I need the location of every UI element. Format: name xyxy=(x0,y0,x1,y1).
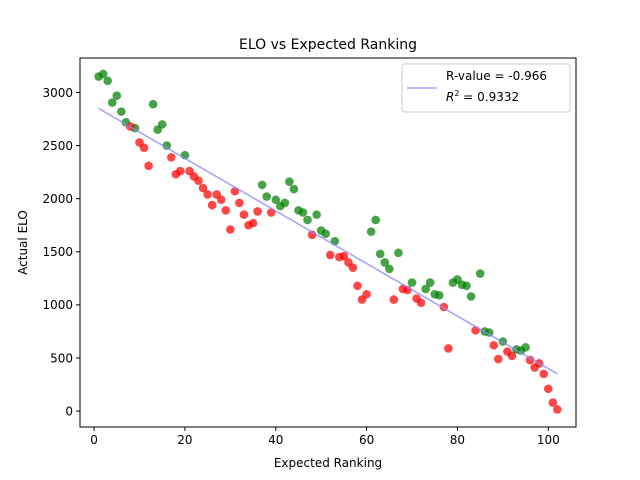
x-tick-label: 80 xyxy=(450,433,465,447)
x-tick-label: 100 xyxy=(537,433,560,447)
data-point xyxy=(362,289,371,299)
data-point xyxy=(117,107,126,116)
y-axis-label: Actual ELO xyxy=(16,210,30,275)
data-point xyxy=(543,384,553,394)
data-point xyxy=(176,166,185,176)
data-point xyxy=(103,76,113,86)
data-point xyxy=(144,161,153,171)
data-point xyxy=(407,278,417,287)
data-point xyxy=(425,278,435,287)
data-point xyxy=(421,284,430,294)
data-point xyxy=(194,176,203,185)
data-point xyxy=(521,343,530,352)
data-point xyxy=(271,195,281,205)
x-tick-label: 20 xyxy=(177,433,192,447)
data-point xyxy=(444,344,453,353)
data-point xyxy=(262,192,271,201)
data-point xyxy=(235,198,244,208)
y-tick-label: 0 xyxy=(65,404,73,418)
data-point xyxy=(98,69,108,79)
legend-r-value: R-value = -0.966 xyxy=(446,69,547,83)
y-tick-label: 500 xyxy=(50,351,73,365)
data-point xyxy=(203,190,212,199)
data-point xyxy=(339,251,349,261)
data-point xyxy=(216,195,226,205)
data-point xyxy=(484,328,494,337)
data-point xyxy=(525,355,535,365)
data-point xyxy=(475,269,485,278)
data-point xyxy=(112,91,122,100)
data-point xyxy=(312,210,321,219)
data-point xyxy=(548,398,558,407)
y-axis-ticks: 0 500 1000 1500 2000 2500 3000 xyxy=(42,86,80,418)
data-point xyxy=(162,141,172,150)
y-tick-label: 3000 xyxy=(42,86,73,100)
data-points xyxy=(94,69,562,414)
data-point xyxy=(198,183,208,193)
data-point xyxy=(489,340,499,350)
data-point xyxy=(289,184,299,194)
x-axis-ticks: 0 20 40 60 80 100 xyxy=(90,427,560,447)
legend: R-value = -0.966 R2 = 0.9332 xyxy=(401,63,571,113)
fit-line xyxy=(98,107,558,375)
data-point xyxy=(257,180,267,190)
data-point xyxy=(253,207,262,216)
data-point xyxy=(385,264,394,274)
data-point xyxy=(157,120,167,129)
x-tick-label: 40 xyxy=(268,433,283,447)
x-axis-label: Expected Ranking xyxy=(274,456,382,470)
x-tick-label: 0 xyxy=(90,433,98,447)
data-point xyxy=(285,177,294,187)
data-point xyxy=(466,292,476,301)
data-point xyxy=(494,354,503,364)
legend-r-squared: R2 = 0.9332 xyxy=(446,89,519,104)
data-point xyxy=(380,258,390,267)
data-point xyxy=(239,210,249,219)
data-point xyxy=(167,152,176,162)
data-point xyxy=(462,281,471,291)
data-point xyxy=(148,99,158,109)
data-point xyxy=(298,208,308,217)
legend-frame xyxy=(401,63,571,113)
data-point xyxy=(366,227,376,236)
data-point xyxy=(389,295,399,304)
data-point xyxy=(507,351,517,361)
data-point xyxy=(434,291,444,300)
data-point xyxy=(325,250,335,260)
y-tick-label: 2500 xyxy=(42,139,73,153)
data-point xyxy=(207,200,217,210)
data-point xyxy=(353,281,362,291)
data-point xyxy=(280,198,290,208)
data-point xyxy=(248,218,258,228)
y-tick-label: 1500 xyxy=(42,245,73,259)
plot-frame xyxy=(79,57,577,428)
data-point xyxy=(321,229,331,239)
data-point xyxy=(221,206,231,215)
data-point xyxy=(375,249,385,259)
data-point xyxy=(348,263,358,273)
y-tick-label: 1000 xyxy=(42,298,73,312)
data-point xyxy=(226,225,235,234)
data-point xyxy=(553,405,562,414)
y-tick-label: 2000 xyxy=(42,192,73,206)
data-point xyxy=(107,98,117,107)
data-point xyxy=(303,215,312,225)
data-point xyxy=(394,248,403,258)
data-point xyxy=(371,215,380,225)
data-point xyxy=(416,298,426,308)
x-tick-label: 60 xyxy=(359,433,374,447)
chart-title: ELO vs Expected Ranking xyxy=(239,37,417,53)
data-point xyxy=(539,369,549,379)
data-point xyxy=(139,143,149,153)
